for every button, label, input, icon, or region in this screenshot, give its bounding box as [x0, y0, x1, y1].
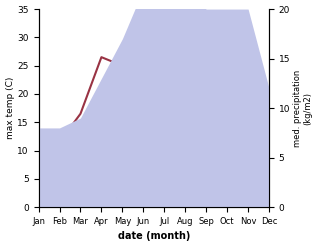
Y-axis label: max temp (C): max temp (C)	[5, 77, 15, 139]
Y-axis label: med. precipitation
(kg/m2): med. precipitation (kg/m2)	[293, 69, 313, 147]
X-axis label: date (month): date (month)	[118, 231, 190, 242]
